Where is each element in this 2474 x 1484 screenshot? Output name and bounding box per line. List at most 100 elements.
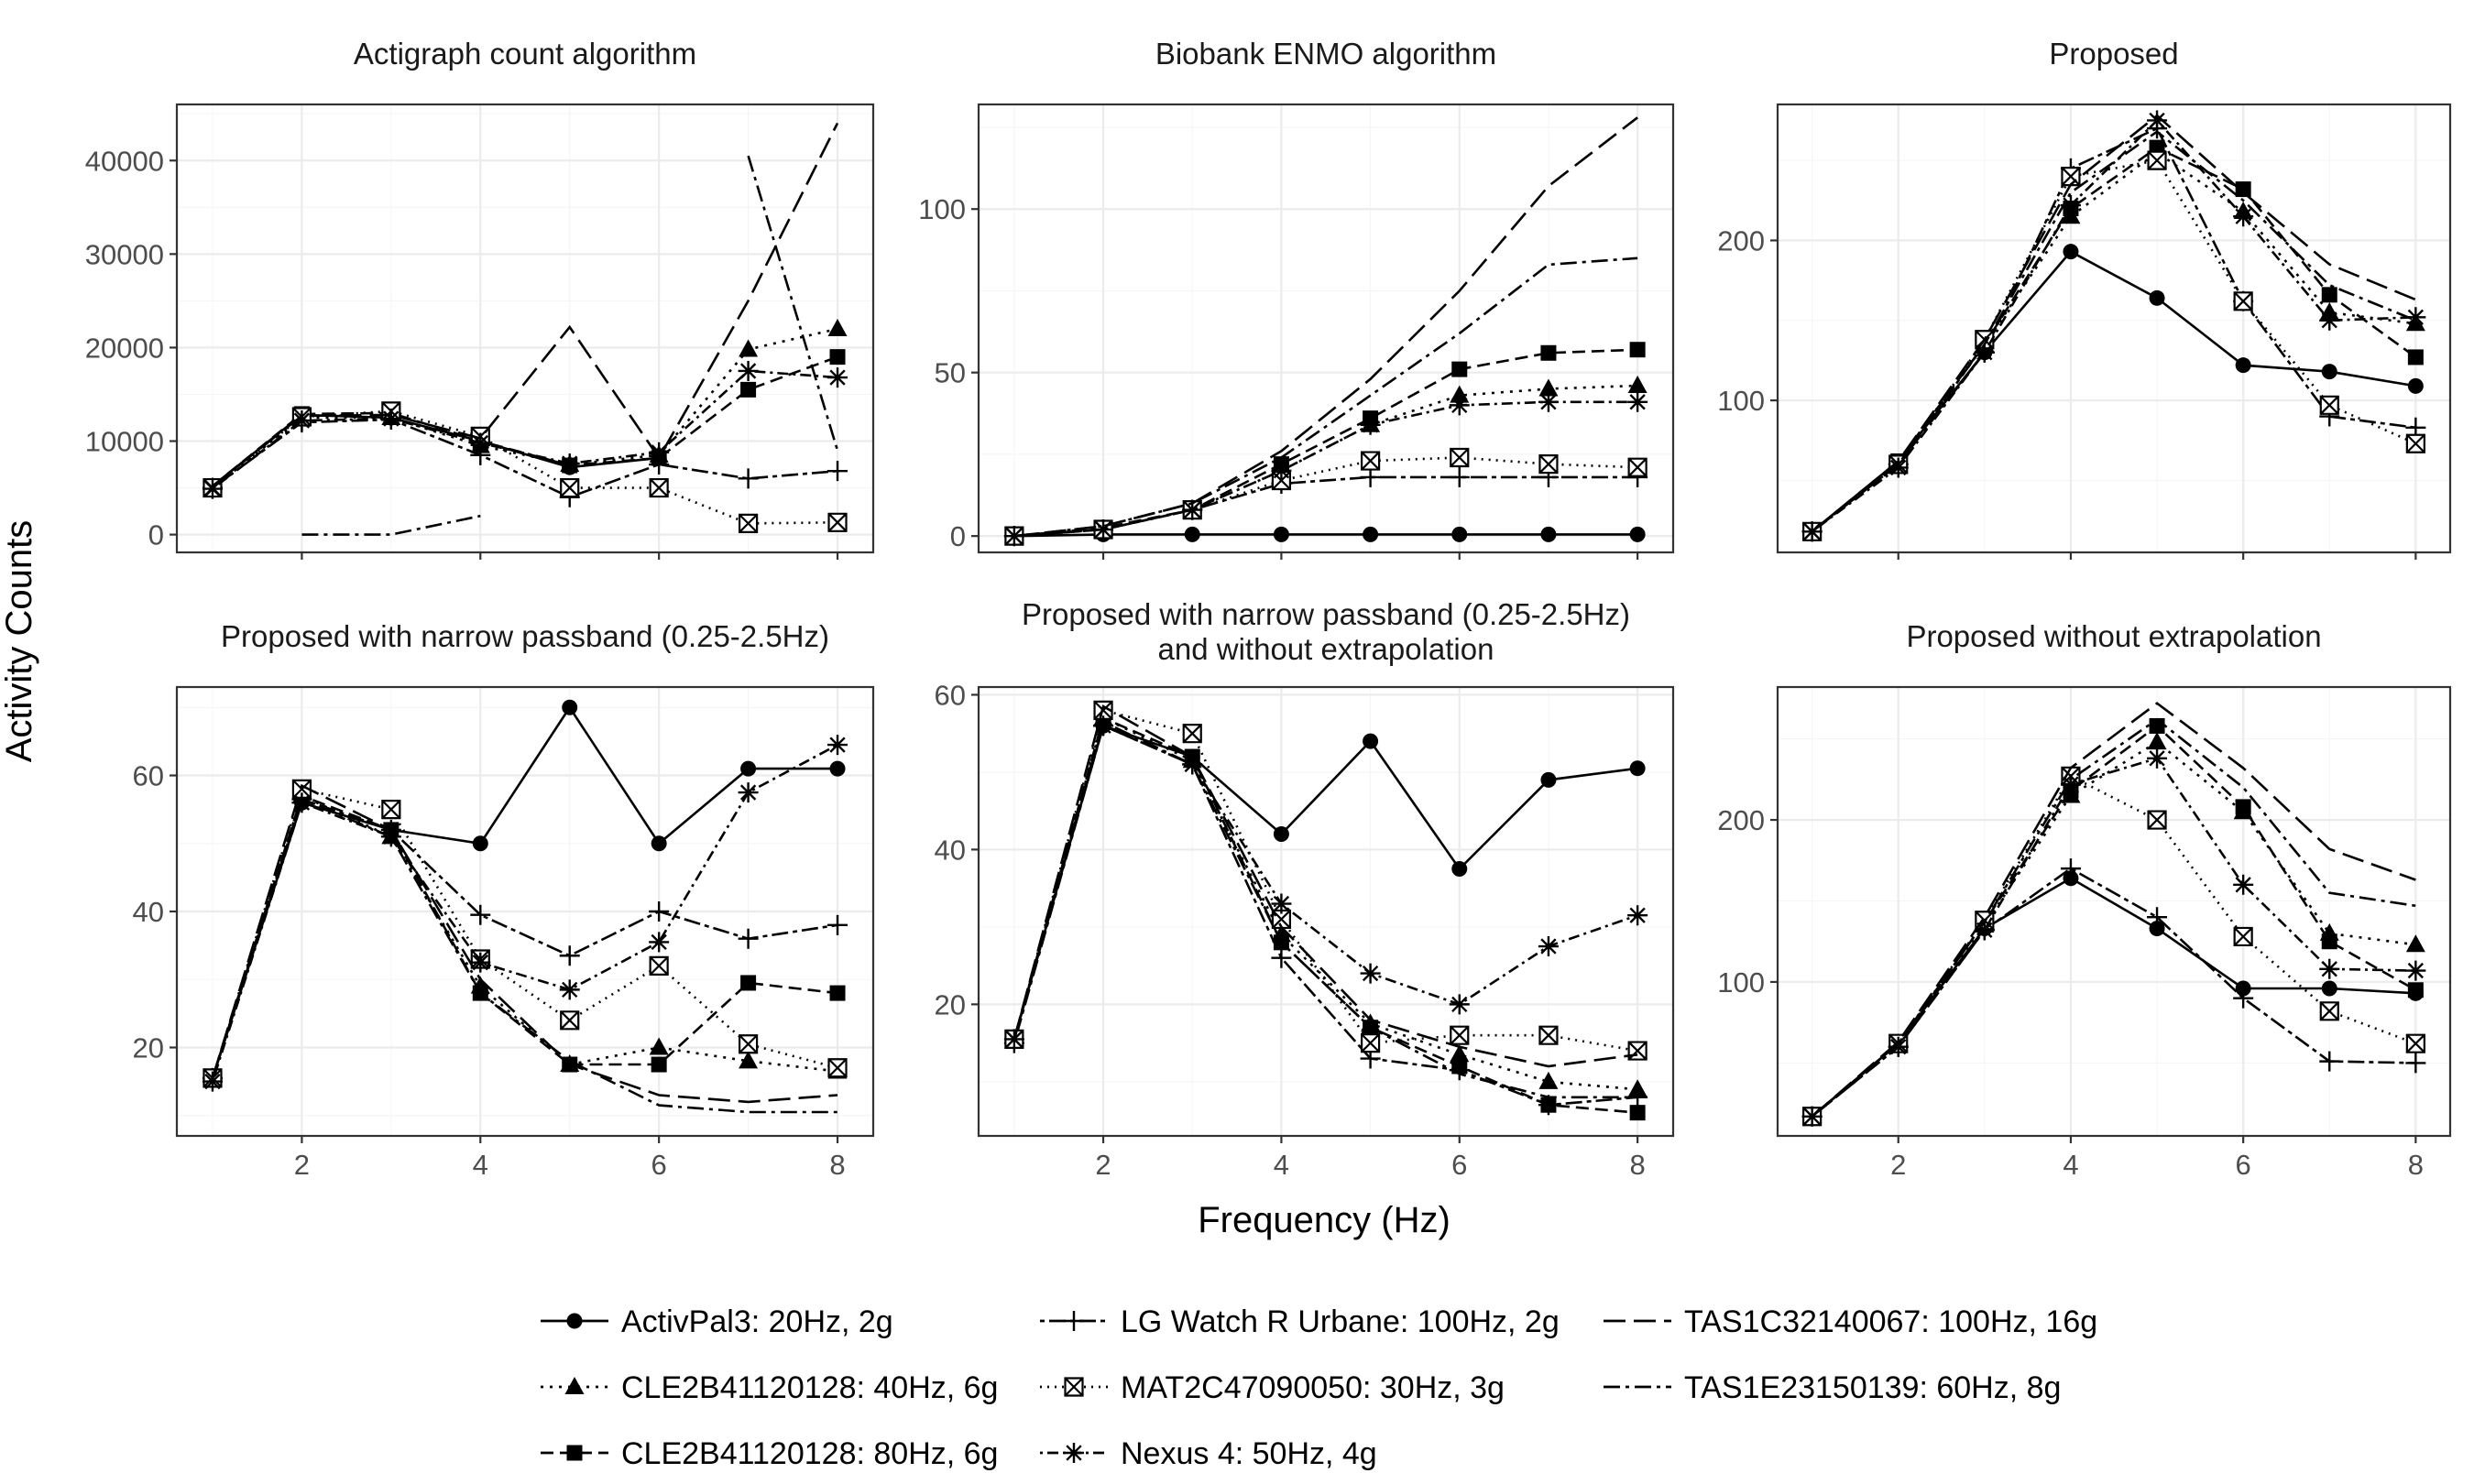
- series-nexus-4-50hz-4g: [202, 735, 848, 1092]
- series-line: [1013, 704, 1638, 1068]
- data-point: [2149, 921, 2165, 937]
- data-point: [2319, 310, 2340, 331]
- panel-title: Biobank ENMO algorithm: [1155, 37, 1496, 71]
- data-point: [740, 381, 757, 398]
- data-point: [1627, 375, 1648, 393]
- y-tick-label: 40000: [85, 145, 164, 177]
- series-tas1e23150139-60hz-8g: [1811, 717, 2416, 1118]
- legend-label: MAT2C47090050: 30Hz, 3g: [1121, 1370, 1505, 1405]
- y-tick-label: 60: [133, 760, 164, 792]
- legend-label: CLE2B41120128: 40Hz, 6g: [621, 1370, 998, 1405]
- data-point: [1450, 1025, 1470, 1045]
- data-point: [202, 1071, 223, 1092]
- data-point: [560, 477, 580, 498]
- series-line: [211, 783, 838, 1104]
- data-point: [1538, 936, 1559, 957]
- data-point: [2233, 291, 2253, 311]
- data-point: [1449, 994, 1470, 1015]
- panel-4: Proposed with narrow passband (0.25-2.5H…: [133, 619, 875, 1181]
- legend: ActivPal3: 20Hz, 2g CLE2B41120128: 40Hz, …: [541, 1304, 2097, 1471]
- data-point: [2405, 1053, 2426, 1074]
- data-point: [559, 979, 580, 1000]
- data-point: [738, 360, 759, 381]
- series-line: [1811, 740, 2416, 1118]
- data-point: [2321, 980, 2337, 997]
- x-tick-label: 2: [294, 1149, 310, 1181]
- panel-frame: [977, 685, 1675, 1138]
- panel-title: Proposed with narrow passband (0.25-2.5H…: [1022, 597, 1630, 666]
- data-point: [2319, 1001, 2339, 1021]
- series-tas1e23150139-60hz-8g: [1013, 720, 1638, 1099]
- series-tas1e23150139-60hz-8g: [301, 155, 839, 536]
- data-point: [2147, 907, 2168, 928]
- legend-item-cle2b41120128-40hz-6g: CLE2B41120128: 40Hz, 6g: [541, 1370, 998, 1405]
- data-point: [827, 735, 848, 756]
- data-point: [2235, 181, 2251, 198]
- series-line: [211, 797, 837, 1114]
- legend-item-tas1c32140067-100hz-16g: TAS1C32140067: 100Hz, 16g: [1604, 1304, 2097, 1339]
- data-point: [1450, 385, 1470, 403]
- data-point: [2405, 1033, 2425, 1053]
- x-tick-label: 8: [1630, 1149, 1646, 1181]
- data-point: [1093, 519, 1114, 540]
- data-point: [2407, 982, 2424, 998]
- y-tick-label: 0: [148, 519, 164, 551]
- y-tick-label: 40: [935, 834, 966, 866]
- series-nexus-4-50hz-4g: [1003, 391, 1648, 547]
- y-tick-label: 100: [918, 193, 966, 225]
- y-tick-label: 40: [133, 896, 164, 928]
- legend-item-cle2b41120128-80hz-6g: CLE2B41120128: 80Hz, 6g: [541, 1436, 998, 1471]
- data-point: [1451, 526, 1468, 542]
- y-tick-label: 0: [950, 520, 966, 552]
- legend-label: Nexus 4: 50Hz, 4g: [1121, 1436, 1377, 1471]
- data-point: [2233, 874, 2254, 895]
- data-point: [651, 835, 667, 852]
- data-point: [1450, 447, 1470, 468]
- data-point: [472, 835, 488, 852]
- panel-frame: [1776, 103, 2452, 554]
- series-group: [202, 122, 848, 536]
- data-point: [2405, 433, 2425, 453]
- legend-label: CLE2B41120128: 80Hz, 6g: [621, 1436, 998, 1471]
- x-tick-label: 4: [473, 1149, 488, 1181]
- series-group: [1003, 116, 1648, 547]
- data-point: [1271, 909, 1292, 930]
- series-line: [1811, 114, 2416, 533]
- data-point: [829, 760, 846, 777]
- data-point: [1629, 526, 1646, 542]
- data-point: [1974, 342, 1995, 363]
- data-point: [2233, 988, 2254, 1009]
- panel-title: Actigraph count algorithm: [354, 37, 696, 71]
- grid: [177, 104, 873, 552]
- data-point: [827, 1058, 848, 1078]
- data-point: [2063, 244, 2079, 260]
- series-nexus-4-50hz-4g: [1801, 747, 2426, 1127]
- series-group: [1801, 702, 2426, 1127]
- legend-label: TAS1E23150139: 60Hz, 8g: [1684, 1370, 2061, 1405]
- data-point: [1449, 395, 1470, 416]
- data-point: [739, 339, 759, 357]
- data-point: [1627, 457, 1648, 477]
- data-point: [1360, 1033, 1381, 1053]
- panel-title-line: and without extrapolation: [1158, 632, 1494, 666]
- data-point: [2147, 747, 2168, 769]
- x-tick-label: 6: [651, 1149, 667, 1181]
- series-line: [301, 155, 839, 536]
- data-point: [380, 409, 401, 430]
- series-line: [1811, 130, 2416, 533]
- x-tick-label: 4: [1274, 1149, 1289, 1181]
- series-tas1c32140067-100hz-16g: [1811, 702, 2416, 1118]
- panel-frame: [1776, 685, 2452, 1138]
- series-group: [1003, 700, 1648, 1121]
- legend-item-lg-watch-r-urbane-100hz-2g: LG Watch R Urbane: 100Hz, 2g: [1040, 1304, 1560, 1339]
- data-point: [2060, 774, 2081, 795]
- y-axis-title: Activity Counts: [0, 520, 39, 763]
- data-point: [1540, 344, 1557, 361]
- data-point: [2405, 934, 2425, 953]
- series-line: [212, 327, 838, 489]
- data-point: [649, 932, 670, 953]
- data-point: [649, 1037, 669, 1055]
- data-point: [1363, 526, 1379, 542]
- x-axis-title: Frequency (Hz): [1198, 1200, 1450, 1240]
- series-group: [202, 699, 848, 1114]
